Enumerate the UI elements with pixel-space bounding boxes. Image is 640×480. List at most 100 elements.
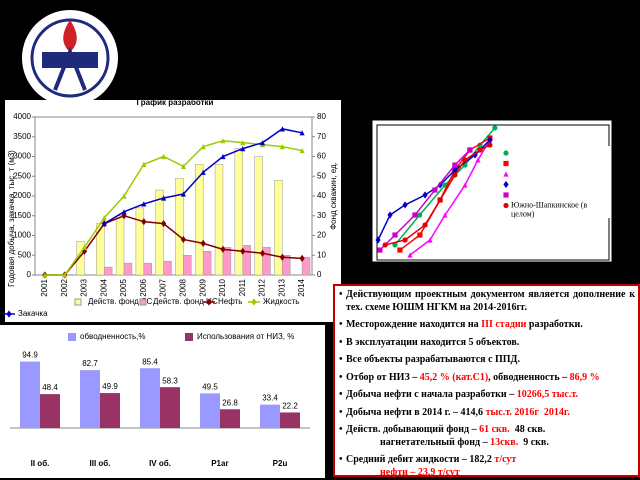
x-tick-label: 2006 (139, 278, 148, 296)
marker (422, 191, 428, 199)
marker (432, 187, 438, 193)
bar (123, 262, 133, 276)
bar (282, 255, 291, 276)
item-line: В эксплуатации находится 5 объектов. (346, 337, 635, 350)
value-label: 49.5 (202, 382, 218, 391)
legend-swatch (139, 298, 147, 306)
bar (242, 245, 251, 276)
bar (222, 247, 232, 276)
legend-label: Действ. фонд НС (153, 297, 218, 306)
bullet-item: Добыча нефти с начала разработки – 10266… (339, 389, 635, 402)
text-run: 86,9 % (569, 371, 600, 383)
legend-label: Действ. фонд ДС (88, 297, 152, 306)
y2-tick-label: 80 (317, 112, 326, 121)
bar (160, 387, 180, 428)
bar (183, 255, 192, 276)
marker (475, 157, 481, 163)
y-tick-label: 1000 (13, 231, 31, 240)
value-label: 22.2 (282, 402, 298, 411)
marker (407, 252, 413, 258)
text-run: т/сут (494, 454, 517, 465)
x-tick-label: 2012 (258, 278, 267, 296)
x-tick-label: II об. (31, 459, 50, 468)
bullet-item: Действ. добывающий фонд – 61 скв. 48 скв… (339, 424, 635, 449)
marker (161, 153, 167, 160)
legend-label: Жидкость (263, 297, 299, 306)
marker (206, 298, 212, 306)
bar (262, 247, 271, 276)
item-line: Действ. добывающий фонд – 61 скв. 48 скв… (346, 424, 635, 437)
text-run: Действ. добывающий фонд – (346, 424, 480, 435)
legend-label: Использования от НИЗ, % (197, 332, 294, 341)
marker (503, 192, 509, 198)
marker (180, 191, 186, 197)
marker (387, 211, 393, 219)
x-tick-label: 2007 (159, 278, 168, 296)
bar (280, 412, 300, 428)
bar (175, 177, 184, 276)
marker (161, 220, 167, 228)
x-tick-label: 2002 (60, 278, 69, 296)
y-tick-label: 4000 (13, 112, 31, 121)
bullet-item: Месторождение находится на III стадии ра… (339, 319, 635, 332)
marker (377, 247, 383, 253)
x-tick-label: 2009 (198, 278, 207, 296)
marker (503, 150, 509, 156)
bar (274, 179, 283, 276)
x-tick-label: 2010 (218, 278, 227, 296)
y-tick-label: 0 (27, 270, 32, 279)
bar (254, 156, 263, 276)
bar (140, 368, 160, 428)
item-line: Действующим проектным документом являетс… (346, 289, 635, 314)
marker (437, 197, 443, 203)
bullet-item: Действующим проектным документом являетс… (339, 289, 635, 314)
x-tick-label: 2004 (99, 278, 108, 296)
marker (397, 247, 403, 253)
x-tick-label: 2008 (179, 278, 188, 296)
text-run: Добыча нефти с начала разработки – (346, 389, 517, 400)
bar (214, 164, 224, 276)
text-run: тыс.т. 2016г 2014г. (485, 406, 570, 418)
marker (503, 160, 509, 167)
marker (503, 171, 509, 177)
marker (101, 221, 107, 227)
marker (101, 215, 107, 221)
y-tick-label: 1500 (13, 211, 31, 220)
bar (143, 262, 152, 276)
marker (299, 130, 305, 136)
bar (40, 394, 60, 428)
bullet-item: Средний дебит жидкости – 182,2 т/сутнефт… (339, 454, 635, 479)
marker (412, 212, 418, 218)
marker (141, 218, 147, 226)
marker (487, 136, 493, 144)
text-run: Месторождение находится на (346, 319, 482, 330)
text-run: разработки. (526, 319, 583, 330)
logo-band (42, 52, 98, 68)
x-tick-label: 2001 (40, 278, 49, 296)
text-run: III стадии (481, 319, 527, 330)
marker (220, 138, 226, 144)
marker (141, 161, 147, 167)
marker (462, 157, 468, 163)
value-label: 58.3 (162, 376, 178, 385)
marker (240, 140, 246, 146)
y2-tick-label: 70 (317, 132, 326, 141)
marker (402, 237, 408, 243)
line (44, 214, 303, 276)
marker (422, 222, 428, 228)
y-tick-label: 3500 (13, 132, 31, 141)
y2-tick-label: 10 (317, 250, 326, 259)
x-tick-label: P1аг (211, 459, 229, 468)
marker (62, 272, 68, 278)
y-axis-title: Годовая добыча, закачка, тыс. т (м3) (7, 150, 16, 287)
value-label: 33.4 (262, 394, 278, 403)
text-run: Все объекты разрабатываются с ППД. (346, 354, 520, 365)
legend-label: Закачка (18, 309, 48, 318)
marker (299, 254, 305, 263)
marker (375, 236, 381, 244)
marker (417, 212, 423, 218)
marker (392, 232, 398, 238)
marker (487, 142, 493, 148)
